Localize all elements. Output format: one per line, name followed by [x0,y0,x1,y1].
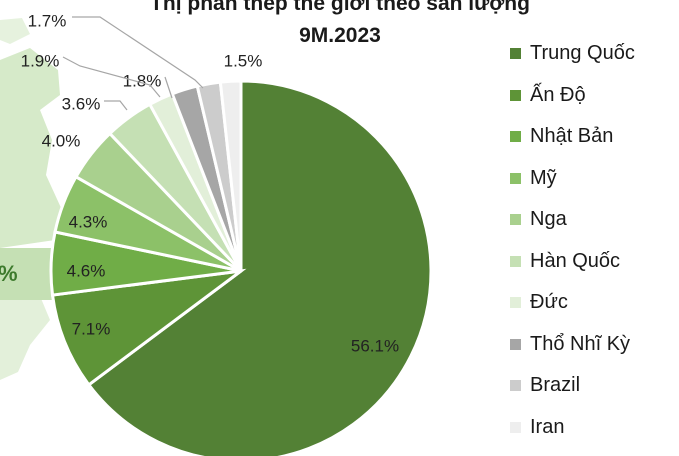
legend-item: Iran [510,407,679,449]
pie-slice-1 [86,79,433,456]
legend-item: Đức [510,282,679,324]
legend-item: Ấn Độ [510,75,679,117]
legend-label: Iran [530,415,565,438]
legend-item: Nhật Bản [510,116,679,158]
legend-swatch [510,214,521,226]
data-label-7: 1.8% [123,71,162,90]
legend-item: Thổ Nhĩ Kỳ [510,324,679,366]
chart-title-line-2: 9M.2023 [299,24,381,47]
pie-slice-10 [218,79,243,272]
chart-legend: Trung Quốc Ấn Độ Nhật Bản Mỹ Nga Hàn Quốc Đức T… [510,33,679,448]
data-label-10: 1.5% [224,51,263,70]
data-label-6: 3.6% [62,94,101,113]
map-landmass-3 [0,18,30,44]
data-label-4: 4.3% [69,212,108,231]
legend-label: Mỹ [530,166,557,189]
legend-swatch [510,131,521,143]
data-label-1: 56.1% [351,336,399,355]
data-label-5: 4.0% [42,131,81,150]
legend-item: Nga [510,199,679,241]
legend-swatch [510,255,521,267]
legend-label: Trung Quốc [530,42,635,65]
chart-title: Thị phần thép thế giới theo sản lượng 9M… [60,0,620,52]
data-label-8: 1.9% [21,51,60,70]
legend-item: Mỹ [510,158,679,200]
map-landmass-2 [0,296,50,380]
legend-swatch [510,48,521,60]
data-label-9: 1.7% [28,11,67,30]
legend-label: Hàn Quốc [530,249,621,272]
leader-line-8 [62,56,161,98]
map-landmass-1 [0,48,62,248]
legend-label: Đức [530,291,568,314]
pie-slice-2 [50,268,247,387]
leader-line-6 [104,100,128,111]
data-label-2: 7.1% [72,319,111,338]
legend-swatch [510,380,521,392]
legend-label: Nga [530,208,567,231]
legend-label: Nhật Bản [530,125,614,148]
legend-label: Thổ Nhĩ Kỳ [530,332,631,355]
legend-swatch [510,338,521,350]
legend-item: Hàn Quốc [510,241,679,283]
leader-line-7 [164,76,173,99]
legend-label: Brazil [530,374,581,397]
legend-label: Ấn Độ [530,83,586,106]
cropped-percent-badge: % [0,248,52,300]
legend-item: Trung Quốc [510,33,679,75]
chart-title-line-1: Thị phần thép thế giới theo sản lượng [150,0,530,15]
data-label-3: 4.6% [67,261,106,280]
legend-item: Brazil [510,365,679,407]
legend-swatch [510,421,521,433]
legend-swatch [510,89,521,101]
legend-swatch [510,172,521,184]
legend-swatch [510,297,521,309]
leader-line-9 [72,16,204,89]
